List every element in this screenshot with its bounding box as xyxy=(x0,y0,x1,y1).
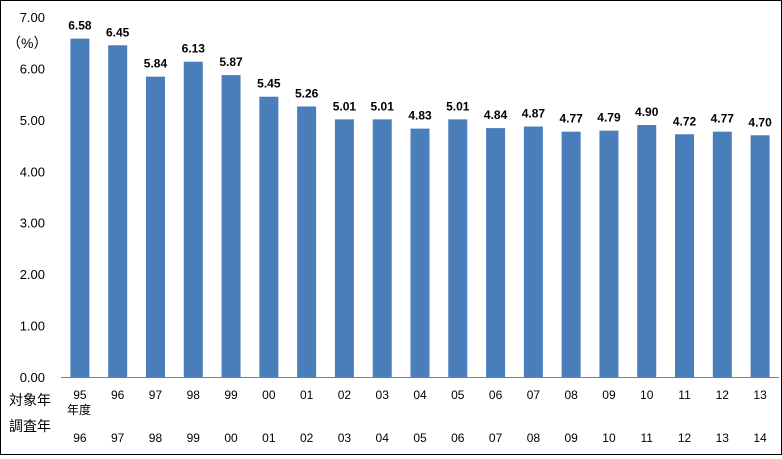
survey-year-label: 13 xyxy=(716,431,730,445)
bar xyxy=(221,75,241,377)
data-label: 6.58 xyxy=(68,19,92,33)
survey-year-label: 02 xyxy=(300,431,314,445)
x-tick-label: 04 xyxy=(413,388,427,402)
x-tick-label: 09 xyxy=(602,388,616,402)
data-label: 5.01 xyxy=(333,99,357,113)
data-label: 5.01 xyxy=(446,99,470,113)
data-label: 5.87 xyxy=(219,55,243,69)
x-tick-label: 13 xyxy=(753,388,767,402)
value-labels-group: 6.58 6.45 5.84 6.13 5.87 5.45 5.26 5.01 5.01 4.83… xyxy=(68,19,772,130)
survey-year-label: 14 xyxy=(753,431,767,445)
y-tick-label: 7.00 xyxy=(20,10,45,25)
x-tick-label: 10 xyxy=(640,388,654,402)
bar xyxy=(486,128,506,377)
data-label: 6.45 xyxy=(106,25,130,39)
x-tick-label: 97 xyxy=(149,388,163,402)
y-tick-label: 5.00 xyxy=(20,113,45,128)
data-label: 5.45 xyxy=(257,77,281,91)
data-label: 5.01 xyxy=(371,99,395,113)
x-tick-label: 01 xyxy=(300,388,314,402)
bar xyxy=(599,130,619,377)
data-label: 4.70 xyxy=(748,115,772,129)
bar xyxy=(675,134,695,377)
survey-year-label: 07 xyxy=(489,431,503,445)
y-axis: 0.00 1.00 2.00 3.00 4.00 5.00 6.00 7.00 xyxy=(20,10,45,385)
survey-year-label: 99 xyxy=(187,431,201,445)
bar xyxy=(561,131,581,377)
y-tick-label: 1.00 xyxy=(20,319,45,334)
x-tick-label: 07 xyxy=(527,388,541,402)
x-tick-label: 00 xyxy=(262,388,276,402)
data-label: 6.13 xyxy=(182,42,206,56)
data-label: 4.79 xyxy=(597,111,621,125)
bar xyxy=(372,119,392,377)
x-tick-label: 06 xyxy=(489,388,503,402)
data-label: 4.72 xyxy=(673,114,697,128)
x-tick-label: 11 xyxy=(678,388,691,402)
bars-group xyxy=(70,38,770,378)
survey-year-label: 98 xyxy=(149,431,163,445)
data-label: 4.90 xyxy=(635,105,659,119)
x-tick-label: 98 xyxy=(187,388,201,402)
bar xyxy=(108,45,128,378)
survey-year-label: 06 xyxy=(451,431,465,445)
y-unit-label: （%） xyxy=(7,35,47,51)
bar xyxy=(297,106,317,377)
x-tick-label: 95 xyxy=(73,388,87,402)
bar xyxy=(750,135,770,377)
data-label: 4.84 xyxy=(484,108,508,122)
y-tick-label: 6.00 xyxy=(20,61,45,76)
survey-year-label: 10 xyxy=(602,431,616,445)
bar xyxy=(448,119,468,377)
bar xyxy=(70,38,90,377)
survey-year-label: 09 xyxy=(564,431,578,445)
x-tick-label: 99 xyxy=(224,388,238,402)
survey-year-label: 11 xyxy=(641,431,654,445)
survey-year-label: 96 xyxy=(73,431,87,445)
data-label: 5.26 xyxy=(295,86,319,100)
bar xyxy=(523,126,543,378)
row-label-target-year: 対象年 xyxy=(9,392,51,408)
survey-year-label: 03 xyxy=(338,431,352,445)
x-axis-survey-years: 96 97 98 99 00 01 02 03 04 05 06 07 08 09 10 11 12 13 14 xyxy=(73,431,767,445)
y-tick-label: 0.00 xyxy=(20,370,45,385)
bar xyxy=(410,128,430,377)
survey-year-label: 04 xyxy=(376,431,390,445)
x-tick-label: 02 xyxy=(338,388,352,402)
survey-year-label: 97 xyxy=(111,431,125,445)
bar xyxy=(259,96,279,377)
data-label: 4.77 xyxy=(559,112,583,126)
survey-year-label: 05 xyxy=(413,431,427,445)
data-label: 4.77 xyxy=(711,112,735,126)
row-label-survey-year: 調査年 xyxy=(9,418,51,434)
y-tick-label: 4.00 xyxy=(20,164,45,179)
x-tick-label: 05 xyxy=(451,388,465,402)
x-tick-label: 96 xyxy=(111,388,125,402)
x-axis-target-years: 95 96 97 98 99 00 01 02 03 04 05 06 07 08 09 10 11 12 13 xyxy=(73,388,767,402)
survey-year-label: 08 xyxy=(527,431,541,445)
x-tick-label: 03 xyxy=(376,388,390,402)
bar xyxy=(712,131,732,377)
bar xyxy=(637,125,657,377)
data-label: 4.87 xyxy=(522,107,546,121)
survey-year-label: 00 xyxy=(224,431,238,445)
data-label: 4.83 xyxy=(408,109,432,123)
bar xyxy=(183,61,203,377)
y-tick-label: 2.00 xyxy=(20,267,45,282)
bar xyxy=(334,119,354,377)
survey-year-label: 01 xyxy=(262,431,276,445)
row-label-fiscal-year: 年度 xyxy=(67,402,91,417)
bar xyxy=(145,76,165,378)
data-label: 5.84 xyxy=(144,57,168,71)
survey-year-label: 12 xyxy=(678,431,692,445)
x-tick-label: 12 xyxy=(716,388,730,402)
x-tick-label: 08 xyxy=(564,388,578,402)
y-tick-label: 3.00 xyxy=(20,216,45,231)
